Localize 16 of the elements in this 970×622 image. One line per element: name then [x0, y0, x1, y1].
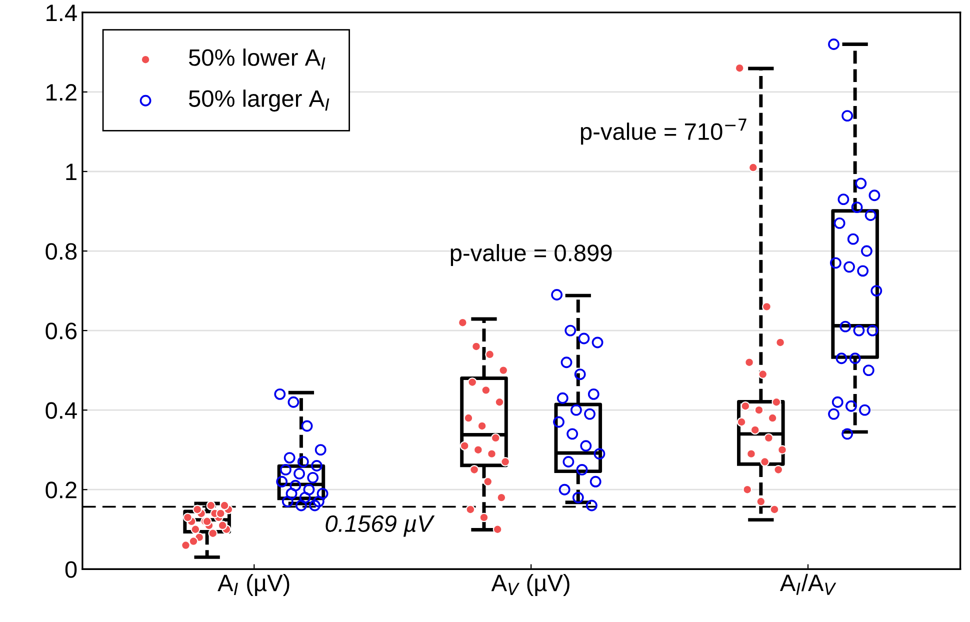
y-tick-label: 0.4 — [46, 402, 77, 419]
annotation: p-value = 0.899 — [450, 244, 612, 266]
y-tick-label: 0.2 — [46, 482, 76, 498]
y-tick-label: 1.4 — [46, 4, 77, 21]
annotation: p-value = 710$^{−7}$ — [580, 118, 746, 145]
x-tick-label: A$_{I}$ (µV) — [218, 574, 290, 596]
legend-label: 50% larger A$_{I}$ — [188, 90, 330, 112]
legend-label: 50% lower A$_{I}$ — [188, 48, 326, 70]
x-tick-label: A$_{I}$/A$_{V}$ — [780, 574, 836, 595]
y-tick-label: 0.8 — [46, 243, 77, 260]
y-tick-label: 0 — [65, 561, 77, 578]
y-tick-label: 0.6 — [46, 322, 77, 340]
y-tick-label: 1 — [66, 164, 76, 180]
ref-line-label: 0.1569 µV — [326, 515, 435, 537]
x-tick-label: A$_{V}$ (µV) — [491, 574, 570, 596]
y-tick-label: 1.2 — [46, 84, 76, 101]
